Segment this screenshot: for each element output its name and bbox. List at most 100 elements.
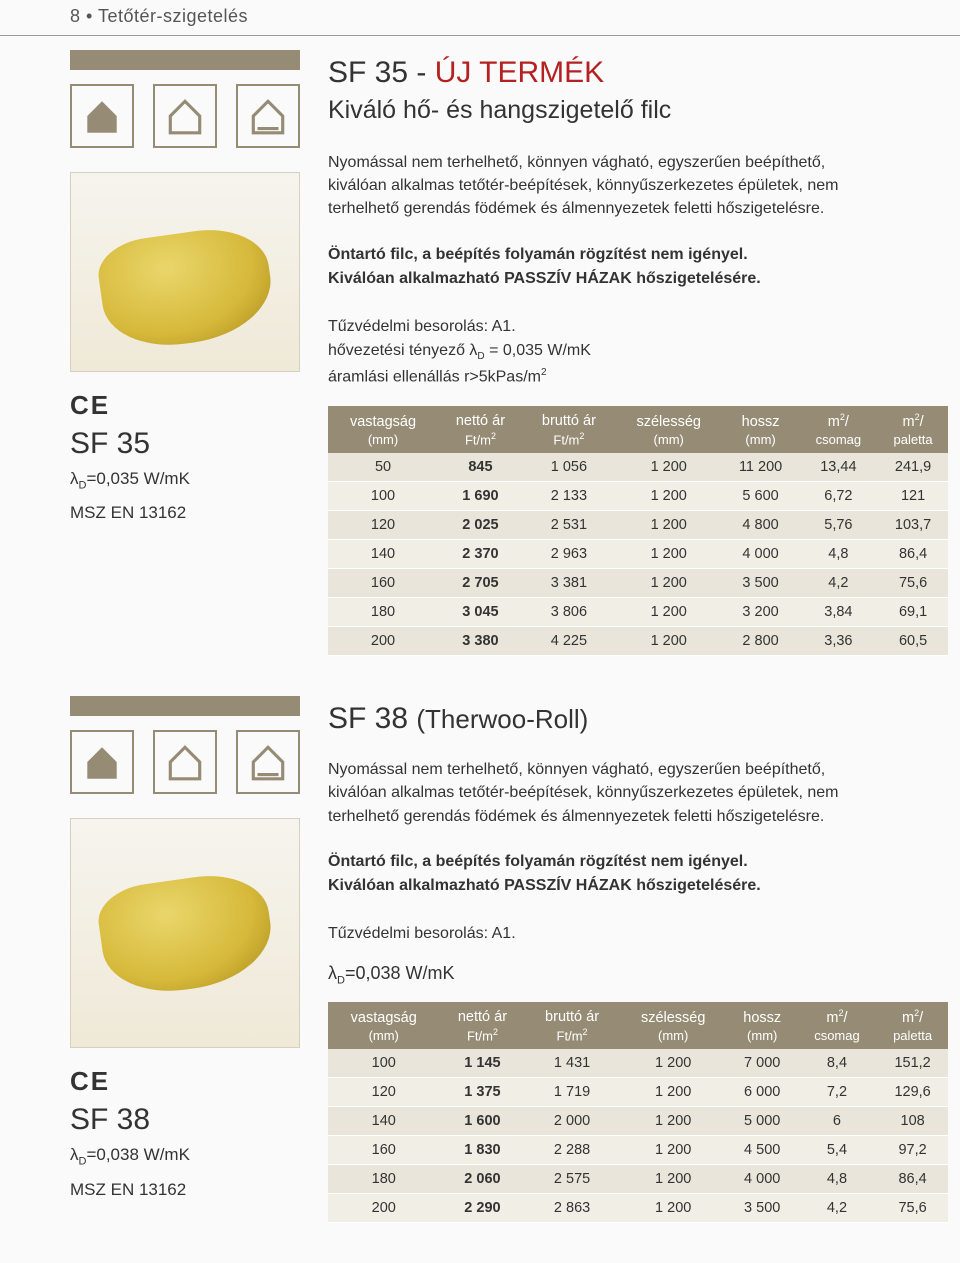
house-outline-icon	[153, 730, 217, 794]
product-specs: Tűzvédelmi besorolás: A1.	[328, 922, 948, 947]
table-cell: 3 806	[523, 598, 615, 627]
table-cell: 108	[877, 1107, 948, 1136]
table-header-cell: bruttó árFt/m2	[523, 406, 615, 453]
table-cell: 1 600	[439, 1107, 525, 1136]
icon-row	[70, 730, 300, 794]
table-header-cell: m2/csomag	[799, 406, 878, 453]
table-cell: 2 863	[525, 1194, 618, 1223]
table-cell: 2 000	[525, 1107, 618, 1136]
table-cell: 4 000	[728, 1165, 797, 1194]
table-cell: 2 290	[439, 1194, 525, 1223]
table-row: 1401 6002 0001 2005 0006108	[328, 1107, 948, 1136]
table-cell: 6 000	[728, 1078, 797, 1107]
spec-fire: Tűzvédelmi besorolás: A1.	[328, 922, 948, 947]
product-subtitle: Kiváló hő- és hangszigetelő filc	[328, 96, 948, 125]
table-cell: 5,4	[797, 1136, 878, 1165]
table-cell: 140	[328, 540, 438, 569]
table-cell: 2 025	[438, 511, 523, 540]
table-cell: 86,4	[878, 540, 948, 569]
table-cell: 86,4	[877, 1165, 948, 1194]
table-cell: 6	[797, 1107, 878, 1136]
table-cell: 3 380	[438, 627, 523, 656]
page-header: 8 • Tetőtér-szigetelés	[0, 0, 960, 36]
table-header-cell: hossz(mm)	[723, 406, 799, 453]
table-header-cell: vastagság(mm)	[328, 406, 438, 453]
table-cell: 2 531	[523, 511, 615, 540]
table-cell: 4,2	[799, 569, 878, 598]
table-header-cell: nettó árFt/m2	[438, 406, 523, 453]
table-cell: 1 056	[523, 453, 615, 482]
table-row: 1803 0453 8061 2003 2003,8469,1	[328, 598, 948, 627]
table-cell: 3,36	[799, 627, 878, 656]
table-cell: 6,72	[799, 482, 878, 511]
product-description: Nyomással nem terhelhető, könnyen vághat…	[328, 758, 888, 828]
product-specs: Tűzvédelmi besorolás: A1. hővezetési tén…	[328, 315, 948, 391]
table-cell: 8,4	[797, 1049, 878, 1078]
table-cell: 4 500	[728, 1136, 797, 1165]
table-cell: 3 500	[723, 569, 799, 598]
table-row: 508451 0561 20011 20013,44241,9	[328, 453, 948, 482]
table-header-cell: szélesség(mm)	[615, 406, 723, 453]
table-row: 1202 0252 5311 2004 8005,76103,7	[328, 511, 948, 540]
table-cell: 2 133	[523, 482, 615, 511]
right-column: SF 38 (Therwoo-Roll) Nyomással nem terhe…	[328, 682, 948, 1223]
product-highlights: Öntartó filc, a beépítés folyamán rögzít…	[328, 243, 948, 291]
house-filled-icon	[70, 730, 134, 794]
table-cell: 1 200	[619, 1078, 728, 1107]
table-cell: 241,9	[878, 453, 948, 482]
product-photo	[70, 818, 300, 1048]
table-cell: 1 200	[615, 453, 723, 482]
title-main: SF 35 -	[328, 56, 435, 89]
spec-flow: áramlási ellenállás r>5kPas/m2	[328, 365, 948, 390]
table-header-cell: szélesség(mm)	[619, 1002, 728, 1049]
table-cell: 160	[328, 1136, 439, 1165]
table-cell: 3 381	[523, 569, 615, 598]
table-cell: 845	[438, 453, 523, 482]
table-cell: 103,7	[878, 511, 948, 540]
table-cell: 1 830	[439, 1136, 525, 1165]
title-code: SF 38	[328, 702, 416, 735]
table-head: vastagság(mm)nettó árFt/m2bruttó árFt/m2…	[328, 406, 948, 453]
house-outline-icon	[153, 84, 217, 148]
table-cell: 1 200	[619, 1107, 728, 1136]
title-paren: (Therwoo-Roll)	[416, 704, 588, 734]
table-cell: 7 000	[728, 1049, 797, 1078]
table-cell: 4,2	[797, 1194, 878, 1223]
table-header-cell: m2/paletta	[877, 1002, 948, 1049]
lambda-standalone: λD=0,038 W/mK	[328, 963, 948, 987]
table-body: 508451 0561 20011 20013,44241,91001 6902…	[328, 453, 948, 656]
table-header-cell: vastagság(mm)	[328, 1002, 439, 1049]
table-cell: 1 719	[525, 1078, 618, 1107]
table-cell: 2 800	[723, 627, 799, 656]
table-cell: 1 200	[619, 1194, 728, 1223]
standard-code: MSZ EN 13162	[70, 1180, 300, 1200]
table-cell: 4 800	[723, 511, 799, 540]
table-cell: 5 000	[728, 1107, 797, 1136]
table-cell: 100	[328, 482, 438, 511]
table-cell: 1 145	[439, 1049, 525, 1078]
table-header-cell: m2/csomag	[797, 1002, 878, 1049]
product-description: Nyomással nem terhelhető, könnyen vághat…	[328, 151, 888, 221]
table-row: 1201 3751 7191 2006 0007,2129,6	[328, 1078, 948, 1107]
table-cell: 7,2	[797, 1078, 878, 1107]
ce-mark: CE	[70, 390, 300, 421]
table-cell: 3 200	[723, 598, 799, 627]
standard-code: MSZ EN 13162	[70, 503, 300, 523]
table-cell: 129,6	[877, 1078, 948, 1107]
table-cell: 120	[328, 1078, 439, 1107]
table-cell: 121	[878, 482, 948, 511]
table-cell: 3 045	[438, 598, 523, 627]
lambda-rest: =0,035 W/mK	[86, 469, 189, 488]
table-cell: 180	[328, 1165, 439, 1194]
table-cell: 5 600	[723, 482, 799, 511]
highlight-line-1: Öntartó filc, a beépítés folyamán rögzít…	[328, 850, 948, 874]
lambda-symbol: λ	[70, 469, 79, 488]
table-body: 1001 1451 4311 2007 0008,4151,21201 3751…	[328, 1049, 948, 1223]
table-row: 1602 7053 3811 2003 5004,275,6	[328, 569, 948, 598]
table-header-cell: hossz(mm)	[728, 1002, 797, 1049]
icon-row	[70, 84, 300, 148]
table-cell: 1 431	[525, 1049, 618, 1078]
table-cell: 4 225	[523, 627, 615, 656]
house-underline-icon	[236, 84, 300, 148]
lambda-value: λD=0,038 W/mK	[70, 1145, 300, 1167]
